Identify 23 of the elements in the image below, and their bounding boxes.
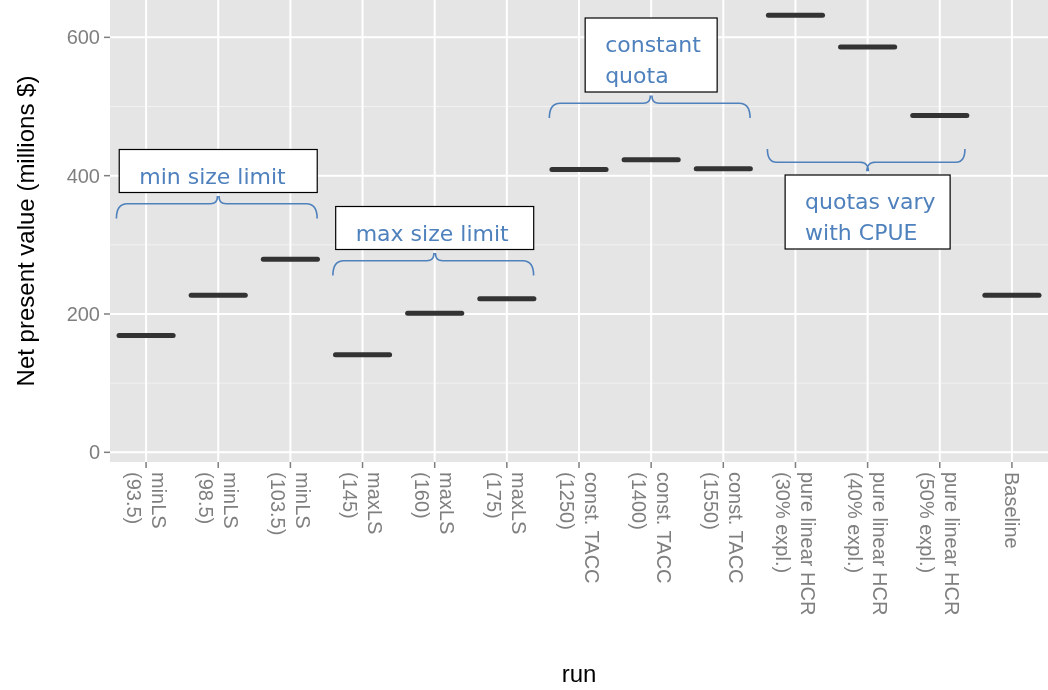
x-tick-label: maxLS (145)	[339, 472, 387, 535]
x-tick-label: const. TACC (1250)	[555, 472, 603, 584]
y-tick-label: 400	[66, 164, 100, 187]
x-tick-label: pure linear HCR (40% expl.)	[844, 472, 892, 616]
x-tick-label: minLS (98.5)	[194, 472, 242, 529]
x-tick-label: minLS (93.5)	[122, 472, 170, 529]
x-tick-label: maxLS (160)	[411, 472, 459, 535]
x-tick-label: minLS (103.5)	[266, 472, 314, 536]
x-tick-label: const. TACC (1550)	[699, 472, 747, 584]
y-tick-label: 200	[66, 302, 100, 325]
x-tick-label: pure linear HCR (50% expl.)	[916, 472, 964, 616]
annotation: max size limit	[355, 220, 510, 246]
x-tick-label: const. TACC (1400)	[627, 472, 675, 584]
annotation: constant quota	[605, 32, 702, 88]
annotation: quotas vary with CPUE	[805, 189, 936, 245]
x-axis-title: run	[561, 660, 597, 687]
x-tick-label: pure linear HCR (30% expl.)	[771, 472, 819, 616]
x-tick-label: maxLS (175)	[483, 472, 531, 535]
y-tick-label: 600	[66, 26, 100, 49]
y-tick-label: 0	[88, 441, 100, 464]
y-axis-title: Net present value (millions $)	[12, 75, 39, 387]
x-tick-label: Baseline	[1000, 472, 1023, 549]
annotation: min size limit	[139, 163, 287, 189]
